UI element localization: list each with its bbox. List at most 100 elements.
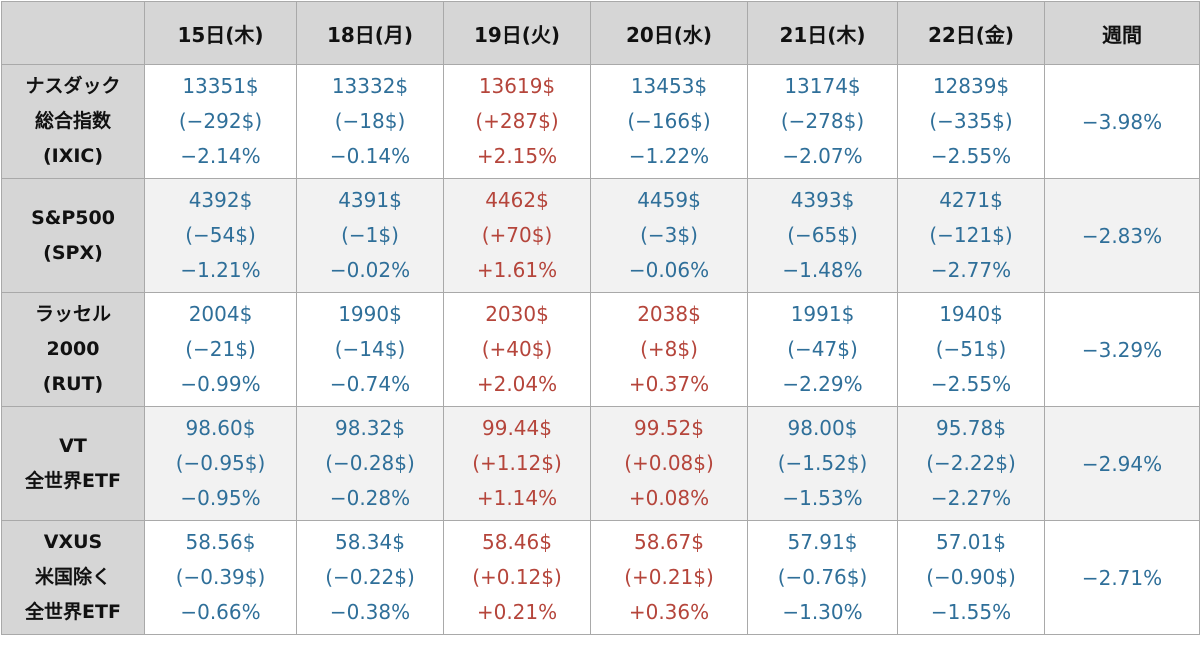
price-value: 95.78$ (936, 416, 1006, 440)
change-value: (+0.08$) (624, 451, 714, 475)
percent-change: −0.38% (329, 600, 411, 624)
percent-change: −0.14% (329, 144, 411, 168)
price-value: 98.60$ (185, 416, 256, 440)
price-value: 2004$ (188, 302, 253, 326)
daily-quote-cell: 58.56$ (−0.39$) −0.66% (144, 520, 297, 635)
index-name-line: ナスダック (25, 75, 121, 97)
change-value: (−0.39$) (175, 565, 266, 589)
weekly-header: 週間 (1044, 1, 1200, 65)
percent-change: −0.99% (180, 372, 261, 396)
index-name-line: S&P500 (31, 206, 115, 229)
change-value: (−65$) (787, 223, 858, 247)
weekly-change-cell: −3.98% (1044, 64, 1200, 179)
daily-quote-cell: 2038$ (+8$) +0.37% (590, 292, 748, 407)
price-value: 99.52$ (634, 416, 704, 440)
day-header: 19日(火) (443, 1, 591, 65)
price-value: 4462$ (485, 188, 549, 212)
change-value: (+0.21$) (624, 565, 714, 589)
daily-quote-cell: 99.52$ (+0.08$) +0.08% (590, 406, 748, 521)
table-row: VXUS 米国除く 全世界ETF 58.56$ (−0.39$) −0.66% 58.34$… (1, 520, 1200, 635)
price-value: 12839$ (932, 74, 1010, 98)
percent-change: −0.66% (180, 600, 261, 624)
daily-quote-cell: 13174$ (−278$) −2.07% (747, 64, 898, 179)
percent-change: +2.15% (476, 144, 558, 168)
percent-change: −2.55% (930, 144, 1012, 168)
day-header: 22日(金) (897, 1, 1045, 65)
percent-change: +1.14% (476, 486, 558, 510)
weekly-change-cell: −2.94% (1044, 406, 1200, 521)
daily-quote-cell: 4391$ (−1$) −0.02% (296, 178, 444, 293)
percent-change: −2.14% (180, 144, 261, 168)
price-value: 2030$ (485, 302, 549, 326)
percent-change: −1.30% (782, 600, 863, 624)
daily-quote-cell: 98.60$ (−0.95$) −0.95% (144, 406, 297, 521)
change-value: (+0.12$) (472, 565, 562, 589)
daily-quote-cell: 99.44$ (+1.12$) +1.14% (443, 406, 591, 521)
index-name-line: (RUT) (42, 373, 104, 395)
daily-quote-cell: 58.67$ (+0.21$) +0.36% (590, 520, 748, 635)
change-value: (−1.52$) (777, 451, 868, 475)
price-value: 98.00$ (787, 416, 858, 440)
daily-quote-cell: 4271$ (−121$) −2.77% (897, 178, 1045, 293)
change-value: (−0.76$) (777, 565, 868, 589)
percent-change: −2.77% (930, 258, 1012, 282)
index-name-cell: ナスダック 総合指数 (IXIC) (1, 64, 145, 179)
daily-quote-cell: 98.00$ (−1.52$) −1.53% (747, 406, 898, 521)
weekly-change-cell: −2.83% (1044, 178, 1200, 293)
percent-change: −2.29% (782, 372, 863, 396)
change-value: (−3$) (640, 223, 698, 247)
percent-change: −1.21% (180, 258, 261, 282)
daily-quote-cell: 1990$ (−14$) −0.74% (296, 292, 444, 407)
index-name-line: VXUS (43, 531, 103, 553)
change-value: (+8$) (640, 337, 698, 361)
change-value: (−0.95$) (175, 451, 266, 475)
percent-change: +0.21% (476, 600, 558, 624)
daily-quote-cell: 58.34$ (−0.22$) −0.38% (296, 520, 444, 635)
daily-quote-cell: 1940$ (−51$) −2.55% (897, 292, 1045, 407)
change-value: (−18$) (334, 109, 406, 133)
index-name-line: 総合指数 (34, 110, 111, 132)
index-name-line: 米国除く (34, 566, 111, 588)
corner-cell (1, 1, 145, 65)
change-value: (+70$) (481, 223, 553, 247)
daily-quote-cell: 98.32$ (−0.28$) −0.28% (296, 406, 444, 521)
daily-quote-cell: 4459$ (−3$) −0.06% (590, 178, 748, 293)
index-name-line: 2000 (46, 338, 100, 360)
percent-change: +0.37% (628, 372, 710, 396)
index-name-cell: VT 全世界ETF (1, 406, 145, 521)
change-value: (−166$) (627, 109, 711, 133)
percent-change: −0.02% (329, 258, 411, 282)
percent-change: −1.48% (782, 258, 863, 282)
index-name-cell: ラッセル 2000 (RUT) (1, 292, 145, 407)
price-value: 13174$ (784, 74, 861, 98)
change-value: (−335$) (929, 109, 1013, 133)
index-name-line: (SPX) (43, 241, 103, 264)
change-value: (−0.90$) (926, 565, 1016, 589)
table-row: ナスダック 総合指数 (IXIC) 13351$ (−292$) −2.14% 13332$… (1, 64, 1200, 179)
market-weekly-table: 15日(木) 18日(月) 19日(火) 20日(水) 21日(木) 22日(金… (1, 1, 1200, 635)
percent-change: +2.04% (476, 372, 558, 396)
price-value: 4271$ (939, 188, 1003, 212)
daily-quote-cell: 13332$ (−18$) −0.14% (296, 64, 444, 179)
table-row: VT 全世界ETF 98.60$ (−0.95$) −0.95% 98.32$ (−0.28… (1, 406, 1200, 521)
price-value: 1940$ (939, 302, 1003, 326)
price-value: 58.56$ (185, 530, 256, 554)
price-value: 13619$ (478, 74, 556, 98)
index-name-cell: VXUS 米国除く 全世界ETF (1, 520, 145, 635)
price-value: 58.34$ (335, 530, 405, 554)
daily-quote-cell: 4392$ (−54$) −1.21% (144, 178, 297, 293)
day-header: 15日(木) (144, 1, 297, 65)
daily-quote-cell: 12839$ (−335$) −2.55% (897, 64, 1045, 179)
daily-quote-cell: 95.78$ (−2.22$) −2.27% (897, 406, 1045, 521)
price-value: 4391$ (338, 188, 402, 212)
percent-change: −0.74% (329, 372, 411, 396)
change-value: (+1.12$) (472, 451, 562, 475)
percent-change: −1.22% (628, 144, 710, 168)
daily-quote-cell: 57.91$ (−0.76$) −1.30% (747, 520, 898, 635)
daily-quote-cell: 4462$ (+70$) +1.61% (443, 178, 591, 293)
change-value: (+287$) (475, 109, 559, 133)
percent-change: −2.07% (782, 144, 863, 168)
change-value: (−51$) (935, 337, 1007, 361)
percent-change: −0.95% (180, 486, 261, 510)
price-value: 4459$ (637, 188, 701, 212)
